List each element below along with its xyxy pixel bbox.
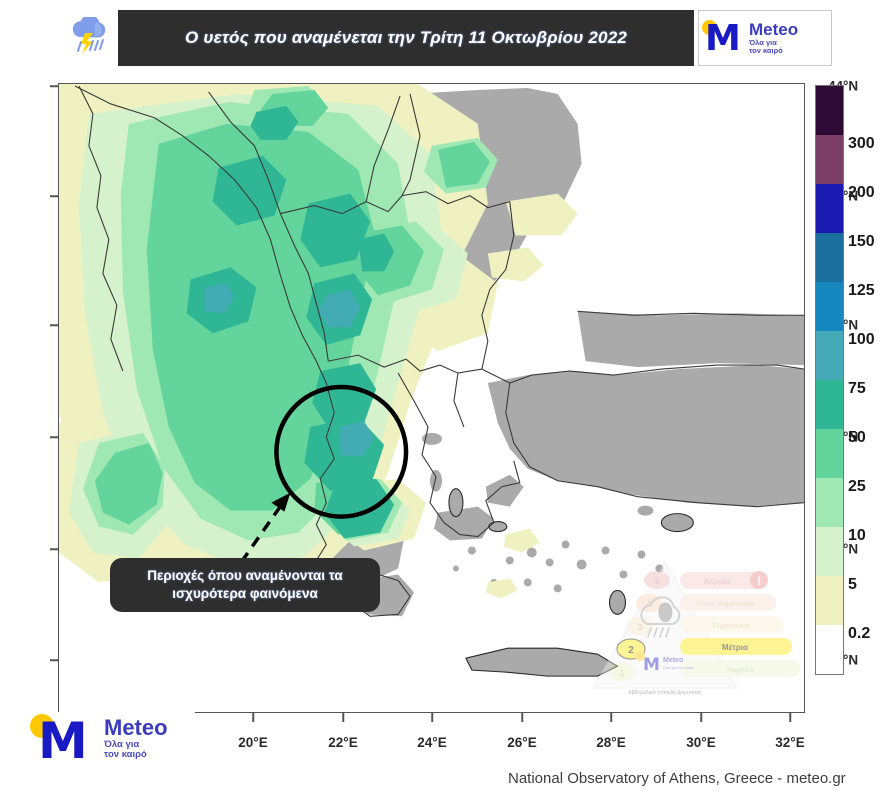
- xtick-mark-22E: [342, 713, 344, 722]
- precipitation-colorbar: [815, 85, 844, 675]
- meteo-logo-footer: M Meteo Όλα για τον καιρό: [30, 712, 195, 766]
- ytick-mark-34N: [50, 659, 59, 661]
- annotation-line-2: ισχυρότερα φαινόμενα: [172, 586, 318, 602]
- xtick-label-20E: 20°E: [238, 735, 268, 750]
- colorbar-label-10: 10: [848, 527, 866, 544]
- ytick-mark-44N: [50, 85, 59, 87]
- colorbar-segment-50-75: [816, 380, 843, 429]
- header-banner: Ο υετός που αναμένεται την Τρίτη 11 Οκτω…: [58, 10, 694, 66]
- ytick-mark-42N: [50, 195, 59, 197]
- xtick-mark-28E: [610, 713, 612, 722]
- meteo-logo-text-footer: Meteo Όλα για τον καιρό: [104, 716, 168, 759]
- pyramid-level-1-number: 1: [619, 668, 624, 678]
- colorbar-segment-150-200: [816, 184, 843, 233]
- xtick-label-26E: 26°E: [507, 735, 537, 750]
- colorbar-segment-100-125: [816, 282, 843, 331]
- svg-text:Όλα για τον καιρό: Όλα για τον καιρό: [662, 665, 695, 670]
- colorbar-label-50: 50: [848, 429, 866, 446]
- meteo-logo-name-footer: Meteo: [104, 715, 168, 741]
- meteo-logo-mark-footer: M: [30, 714, 96, 766]
- pyramid-rain-cloud-icon: [640, 596, 681, 638]
- xtick-mark-32E: [789, 713, 791, 722]
- colorbar-segment-0.2-5: [816, 576, 843, 625]
- pyramid-level-2-label: Μέτρια: [722, 643, 748, 652]
- meteo-logo-letter: M: [705, 18, 741, 59]
- xtick-mark-30E: [700, 713, 702, 722]
- colorbar-label-75: 75: [848, 380, 866, 397]
- xtick-mark-24E: [431, 713, 433, 722]
- meteo-logo-tagline-1-footer: Όλα για: [104, 738, 140, 750]
- colorbar-segment-25-50: [816, 429, 843, 478]
- colorbar-label-125: 125: [848, 282, 875, 299]
- meteo-logo-header: M Meteo Όλα για τον καιρό: [698, 10, 832, 66]
- xtick-mark-20E: [252, 713, 254, 722]
- pyramid-level-3-number: 3: [637, 622, 642, 632]
- colorbar-label-0.2: 0.2: [848, 625, 871, 642]
- colorbar-segment-under0.2: [816, 625, 843, 674]
- pyramid-caption: Εβδομαδιαίο επίπεδο δριμύτητας: [628, 689, 702, 696]
- svg-text:M: M: [643, 655, 660, 675]
- pyramid-level-2-number: 2: [628, 645, 634, 656]
- ytick-mark-36N: [50, 548, 59, 550]
- thunderstorm-rain-cloud-icon: [58, 10, 118, 66]
- pyramid-level-4-number: 4: [646, 599, 651, 609]
- meteo-logo-letter-footer: M: [38, 712, 88, 770]
- credit-line: National Observatory of Athens, Greece -…: [508, 770, 846, 787]
- xtick-label-24E: 24°E: [417, 735, 447, 750]
- ytick-mark-40N: [50, 324, 59, 326]
- annotation-line-1: Περιοχές όπου αναμένονται τα: [147, 568, 343, 583]
- severity-pyramid-legend: 5 4 3 2 1 Ακραία Πολύ σημαντικά Σημαντικ…: [585, 558, 800, 698]
- pyramid-level-5-label: Ακραία: [703, 577, 730, 586]
- colorbar-segment-over300: [816, 86, 843, 135]
- page-title: Ο υετός που αναμένεται την Τρίτη 11 Οκτω…: [184, 28, 628, 47]
- meteo-logo-tagline-2-footer: τον καιρό: [104, 748, 147, 760]
- colorbar-label-200: 200: [848, 184, 875, 201]
- xtick-label-28E: 28°E: [596, 735, 626, 750]
- meteo-logo-text: Meteo Όλα για τον καιρό: [749, 21, 798, 55]
- xtick-label-32E: 32°E: [775, 735, 805, 750]
- xtick-mark-26E: [521, 713, 523, 722]
- pyramid-level-4-label: Πολύ σημαντικά: [696, 599, 754, 608]
- xtick-label-30E: 30°E: [686, 735, 716, 750]
- xtick-label-22E: 22°E: [328, 735, 358, 750]
- ytick-mark-38N: [50, 436, 59, 438]
- pyramid-meteo-logo: M Meteo Όλα για τον καιρό: [635, 651, 695, 675]
- colorbar-label-25: 25: [848, 478, 866, 495]
- colorbar-label-300: 300: [848, 135, 875, 152]
- map-canvas: [59, 84, 804, 712]
- colorbar-segment-10-25: [816, 478, 843, 527]
- precipitation-map: [58, 83, 805, 713]
- pyramid-level-1-label: Χαμηλά: [726, 665, 754, 674]
- highlight-circle: [274, 384, 409, 519]
- pyramid-warning-badge: !: [757, 574, 761, 588]
- colorbar-segment-200-300: [816, 135, 843, 184]
- pyramid-level-5-number: 5: [654, 576, 659, 586]
- pyramid-level-3-label: Σημαντικά: [713, 621, 750, 630]
- colorbar-segment-125-150: [816, 233, 843, 282]
- meteo-logo-tagline-1: Όλα για: [749, 38, 777, 48]
- svg-text:Meteo: Meteo: [663, 657, 683, 664]
- colorbar-segment-5-10: [816, 527, 843, 576]
- annotation-callout: Περιοχές όπου αναμένονται τα ισχυρότερα …: [110, 558, 380, 613]
- colorbar-label-100: 100: [848, 331, 875, 348]
- colorbar-segment-75-100: [816, 331, 843, 380]
- colorbar-label-5: 5: [848, 576, 857, 593]
- meteo-logo-name: Meteo: [749, 20, 799, 40]
- meteo-logo-tagline-2: τον καιρό: [749, 45, 783, 55]
- colorbar-label-150: 150: [848, 233, 875, 250]
- meteo-logo-mark: M: [702, 18, 745, 59]
- sun-dot-icon: [702, 20, 717, 35]
- sun-dot-icon-footer: [30, 714, 54, 738]
